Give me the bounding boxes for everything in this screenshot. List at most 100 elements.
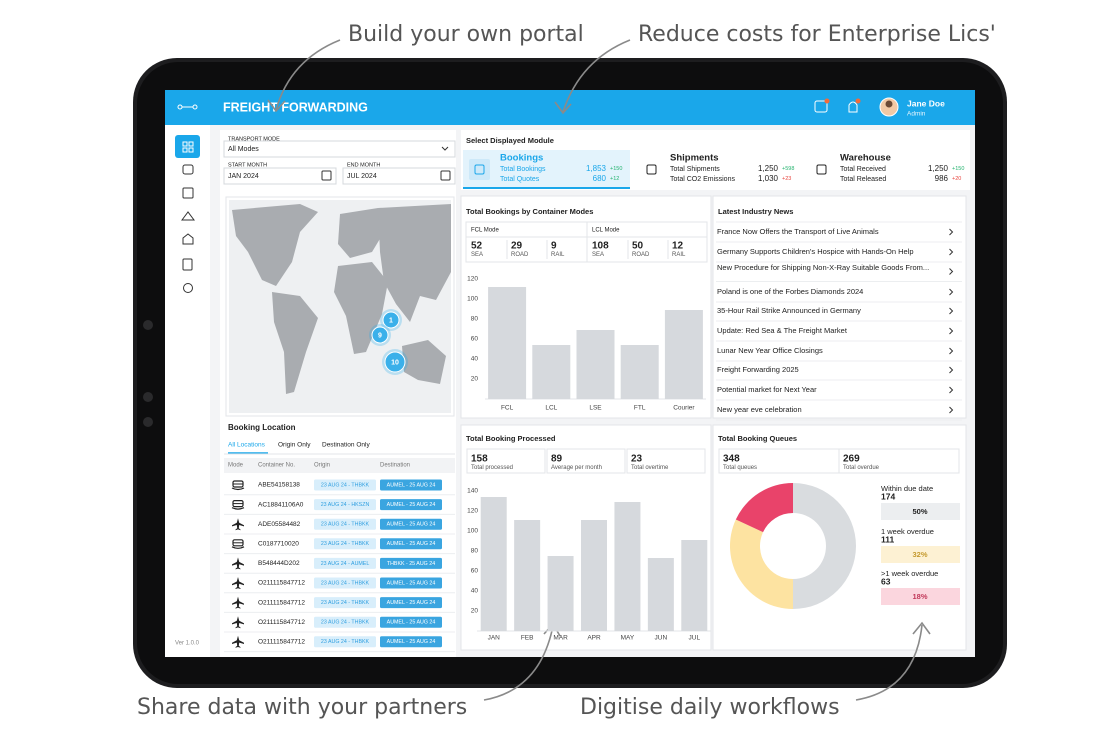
bar[interactable]: [488, 287, 527, 399]
stat-label: Average per month: [551, 465, 602, 471]
bar[interactable]: [480, 497, 507, 631]
destination: AUMEL - 25 AUG 24: [387, 541, 436, 547]
date-value: JAN 2024: [228, 173, 259, 180]
y-tick-label: 60: [471, 336, 479, 343]
stat-label: Total queues: [723, 465, 757, 471]
news-text[interactable]: Germany Supports Children's Hospice with…: [717, 247, 914, 256]
percent-label: 32%: [912, 550, 927, 559]
donut-segment[interactable]: [793, 483, 856, 609]
card-title: Total Booking Queues: [718, 434, 797, 443]
stat-box: [838, 448, 960, 474]
news-text[interactable]: Update: Red Sea & The Freight Market: [717, 326, 847, 335]
news-item[interactable]: Poland is one of the Forbes Diamonds 202…: [717, 287, 942, 298]
percent-box: [881, 588, 960, 605]
nav-icons[interactable]: [181, 164, 195, 293]
y-tick-label: 80: [471, 548, 479, 555]
legend-label: >1 week overdue: [881, 569, 938, 578]
module-icon[interactable]: [474, 164, 485, 175]
container-no: ADE05584482: [258, 521, 301, 528]
news-item[interactable]: New Procedure for Shipping Non-X-Ray Sui…: [717, 263, 942, 282]
donut-segment[interactable]: [730, 519, 793, 609]
annotation: Share data with your partners: [137, 695, 467, 720]
news-text[interactable]: 35-Hour Rail Strike Announced in Germany: [717, 306, 861, 315]
inbox-icon[interactable]: [814, 100, 828, 113]
module-icon[interactable]: [646, 164, 657, 175]
origin-chip: [314, 557, 376, 569]
bar[interactable]: [532, 345, 571, 399]
module-stat-label: Total Quotes: [500, 176, 540, 183]
module-stat-change: +598: [782, 166, 794, 172]
bar[interactable]: [547, 556, 574, 631]
percent-box: [881, 546, 960, 563]
news-text[interactable]: Potential market for Next Year: [717, 385, 817, 394]
container-no: O211115847712: [258, 599, 305, 606]
mode-label: RAIL: [672, 252, 686, 258]
mode-value: 9: [551, 241, 557, 252]
destination-chip: [380, 577, 442, 589]
mode-value: 108: [592, 241, 609, 252]
origin: 23 AUG 24 - THBKK: [321, 600, 370, 606]
news-text[interactable]: Freight Forwarding 2025: [717, 365, 799, 374]
stat-label: Total processed: [471, 465, 513, 471]
bar[interactable]: [581, 520, 607, 631]
news-item[interactable]: New year eve celebration: [717, 405, 942, 416]
x-tick-label: FEB: [521, 635, 534, 642]
destination: AUMEL - 25 AUG 24: [387, 482, 436, 488]
destination: AUMEL - 25 AUG 24: [387, 639, 436, 645]
news-text[interactable]: New Procedure for Shipping Non-X-Ray Sui…: [717, 262, 930, 272]
news-item[interactable]: Lunar New Year Office Closings: [717, 346, 942, 357]
destination-chip: [380, 538, 442, 550]
module-stat-value: 1,250: [928, 164, 949, 173]
destination: AUMEL - 25 AUG 24: [387, 620, 436, 626]
x-tick-label: JUL: [689, 635, 701, 642]
container-no: O211115847712: [258, 639, 305, 646]
x-tick-label: APR: [587, 635, 601, 642]
y-tick-label: 120: [467, 508, 478, 515]
destination-chip: [380, 499, 442, 511]
mode-value: 29: [511, 241, 523, 252]
news-item[interactable]: 35-Hour Rail Strike Announced in Germany: [717, 306, 942, 317]
cluster-marker[interactable]: [382, 311, 400, 329]
cluster-marker[interactable]: [384, 351, 406, 373]
module-name: Shipments: [670, 153, 719, 164]
origin: 23 AUG 24 - THBKK: [321, 522, 370, 528]
bar[interactable]: [681, 540, 708, 631]
donut-segment[interactable]: [735, 483, 793, 533]
section-title: Booking Location: [228, 423, 296, 432]
module-selected[interactable]: [463, 150, 630, 188]
news-text[interactable]: France Now Offers the Transport of Live …: [717, 227, 879, 236]
mode-label: RAIL: [551, 252, 565, 258]
news-text[interactable]: Poland is one of the Forbes Diamonds 202…: [717, 287, 864, 296]
module-stat-change: +20: [952, 176, 961, 182]
annotation: Digitise daily workflows: [580, 695, 840, 720]
destination-chip: [380, 479, 442, 491]
news-text[interactable]: New year eve celebration: [717, 405, 802, 414]
news-item[interactable]: France Now Offers the Transport of Live …: [717, 227, 942, 238]
bar[interactable]: [647, 558, 674, 631]
news-item[interactable]: Freight Forwarding 2025: [717, 365, 942, 376]
date-input[interactable]: [223, 167, 337, 185]
dropdown[interactable]: [223, 140, 456, 158]
date-input[interactable]: [342, 167, 456, 185]
news-item[interactable]: Potential market for Next Year: [717, 385, 942, 396]
filter-label: TRANSPORT MODE: [228, 136, 280, 142]
version: Ver 1.0.0: [175, 641, 200, 647]
y-tick-label: 20: [471, 376, 479, 383]
bar[interactable]: [620, 345, 659, 399]
cluster-marker[interactable]: [371, 326, 389, 344]
menu-logo[interactable]: [177, 104, 198, 110]
bell-icon[interactable]: [848, 101, 858, 113]
bar[interactable]: [514, 520, 541, 631]
bar[interactable]: [576, 330, 615, 399]
tab: Origin Only: [278, 442, 311, 449]
module-stat-label: Total CO2 Emissions: [670, 176, 735, 183]
bar[interactable]: [664, 310, 703, 399]
news-text[interactable]: Lunar New Year Office Closings: [717, 346, 823, 355]
news-item[interactable]: Update: Red Sea & The Freight Market: [717, 326, 942, 337]
module-icon[interactable]: [816, 164, 827, 175]
bar[interactable]: [614, 502, 641, 631]
news-item[interactable]: Germany Supports Children's Hospice with…: [717, 247, 942, 258]
column-header: Container No.: [258, 463, 295, 469]
module-icon-box: [469, 159, 490, 180]
